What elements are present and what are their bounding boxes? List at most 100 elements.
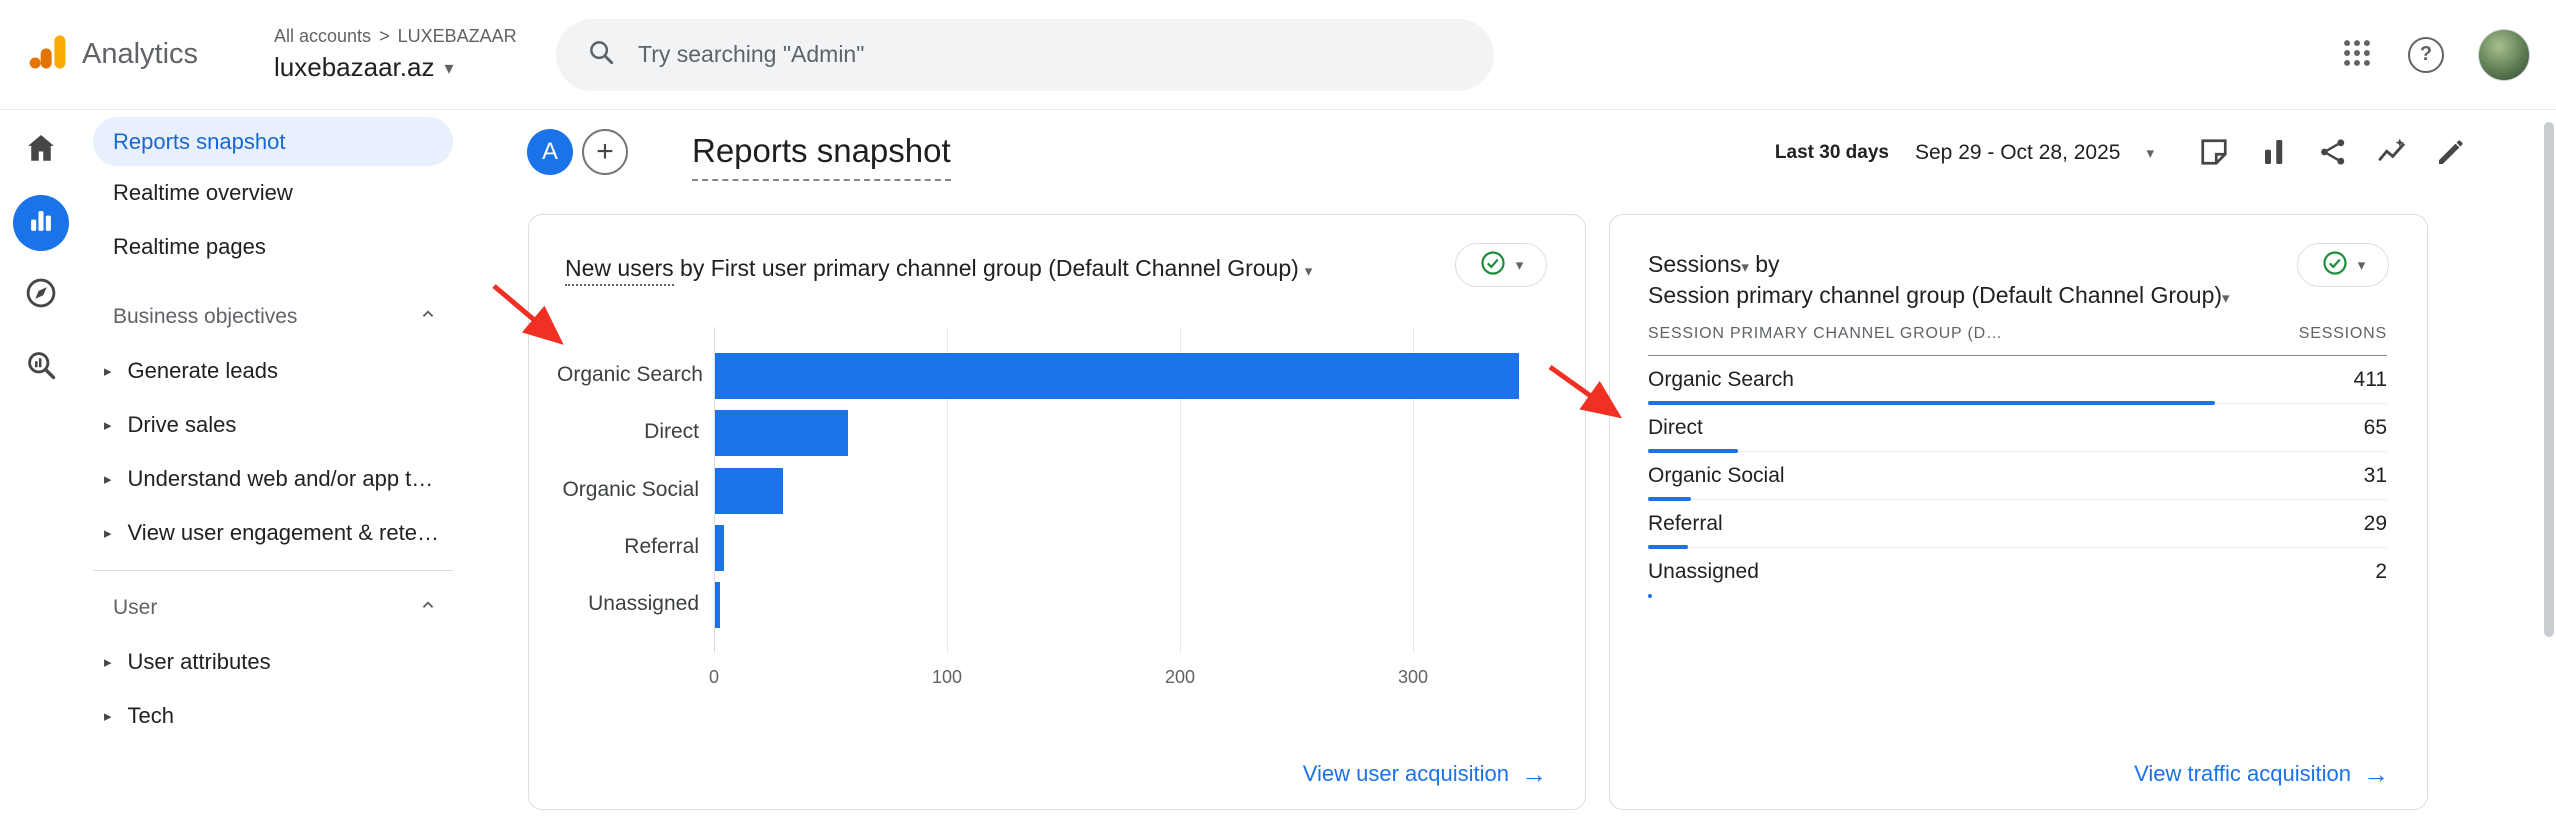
user-avatar[interactable] <box>2478 28 2530 81</box>
sidebar-item-realtime-pages[interactable]: Realtime pages <box>113 234 266 259</box>
comparisons-icon <box>2256 134 2292 173</box>
dimension-selector[interactable]: Session primary channel group (Default C… <box>1648 282 2223 308</box>
date-range-label: Last 30 days <box>1774 142 1889 163</box>
caret-down-icon[interactable]: ▾ <box>2146 144 2154 162</box>
new-users-card-title: New users by First user primary channel … <box>565 255 1312 286</box>
chart-gridline <box>1413 327 1414 653</box>
view-traffic-acquisition-link[interactable]: View traffic acquisition → <box>2134 759 2389 789</box>
edit-button[interactable] <box>2434 135 2468 172</box>
rail-home-button[interactable] <box>13 122 69 178</box>
chart-bar <box>715 468 783 514</box>
row-label: Referral <box>1648 511 1723 535</box>
sidebar-item-understand-web-app[interactable]: ▸ Understand web and/or app t… <box>104 466 434 491</box>
sidebar-item-reports-snapshot[interactable]: Reports snapshot <box>93 117 453 166</box>
help-icon: ? <box>2408 36 2444 73</box>
date-range-value[interactable]: Sep 29 - Oct 28, 2025 <box>1915 141 2121 164</box>
scrollbar-thumb[interactable] <box>2544 122 2554 637</box>
arrow-right-icon: → <box>2363 759 2389 789</box>
view-user-acquisition-link[interactable]: View user acquisition → <box>1302 759 1547 789</box>
metric-selector[interactable]: New users <box>565 255 674 286</box>
row-bar <box>1648 497 1691 501</box>
main-content: A + Reports snapshot Last 30 days Sep 29… <box>505 110 2556 824</box>
row-value: 411 <box>2353 367 2387 391</box>
app-name: Analytics <box>82 38 199 70</box>
row-label: Unassigned <box>1648 560 1759 583</box>
sidebar: Reports snapshot Realtime overview Realt… <box>82 110 505 824</box>
search-input[interactable] <box>638 41 1464 68</box>
sidebar-item-user-attributes[interactable]: ▸ User attributes <box>104 649 271 674</box>
apps-grid-button[interactable] <box>2340 36 2374 73</box>
analytics-logo[interactable]: Analytics <box>0 30 274 79</box>
caret-down-icon: ▾ <box>2222 290 2230 307</box>
table-row: Direct 65 <box>1648 404 2387 453</box>
share-button[interactable] <box>2316 135 2350 172</box>
analytics-logo-icon <box>26 30 70 79</box>
expand-arrow-icon: ▸ <box>104 708 112 725</box>
sidebar-item-tech[interactable]: ▸ Tech <box>104 703 175 728</box>
sidebar-item-drive-sales[interactable]: ▸ Drive sales <box>104 412 237 437</box>
help-button[interactable]: ? <box>2408 36 2444 73</box>
rail-advertising-button[interactable] <box>13 339 69 395</box>
row-label: Organic Social <box>1648 463 1785 487</box>
row-label: Direct <box>1648 415 1703 439</box>
account-selector[interactable]: All accounts > LUXEBAZAAR luxebazaar.az … <box>274 26 526 83</box>
insights-button[interactable] <box>2374 134 2410 173</box>
rail-reports-button[interactable] <box>13 195 69 251</box>
chart-bar <box>715 353 1519 399</box>
table-row: Organic Search 411 <box>1648 356 2387 405</box>
sidebar-divider <box>93 570 453 571</box>
page-title[interactable]: Reports snapshot <box>692 132 951 181</box>
explore-icon <box>23 275 59 316</box>
chart-status-button[interactable]: ▾ <box>1455 243 1547 287</box>
row-value: 65 <box>2363 415 2387 439</box>
notes-button[interactable] <box>2196 134 2232 173</box>
sessions-card-title: Sessions▾ by Session primary channel gro… <box>1648 251 2230 308</box>
row-bar <box>1648 401 2216 405</box>
dimension-selector[interactable]: First user primary channel group (Defaul… <box>710 255 1299 281</box>
account-name[interactable]: luxebazaar.az <box>274 52 435 82</box>
check-circle-icon <box>1479 249 1507 282</box>
x-axis-tick: 100 <box>931 667 963 687</box>
rail-explore-button[interactable] <box>13 267 69 323</box>
metric-selector[interactable]: Sessions <box>1648 251 1742 277</box>
comparisons-button[interactable] <box>2256 134 2292 173</box>
table-header-metric[interactable]: SESSIONS <box>2298 325 2387 342</box>
home-icon <box>23 130 59 171</box>
sidebar-item-view-user-engagement[interactable]: ▸ View user engagement & rete… <box>104 520 439 545</box>
chart-gridline <box>1180 327 1181 653</box>
chart-gridline <box>714 327 715 653</box>
row-value: 31 <box>2363 463 2387 487</box>
row-bar <box>1648 449 1738 453</box>
section-user[interactable]: User <box>82 581 505 635</box>
chart-category-label: Referral <box>624 535 699 558</box>
plus-icon: + <box>596 135 614 168</box>
expand-arrow-icon: ▸ <box>104 654 112 671</box>
search-bar[interactable] <box>556 18 1494 91</box>
caret-down-icon: ▾ <box>2357 256 2366 274</box>
table-row: Referral 29 <box>1648 500 2387 549</box>
note-icon <box>2196 134 2232 173</box>
x-axis-tick: 300 <box>1397 667 1429 687</box>
breadcrumb-all-accounts[interactable]: All accounts <box>274 26 372 46</box>
chart-bar <box>715 582 720 628</box>
insights-icon <box>2374 134 2410 173</box>
comparison-chip[interactable]: A <box>527 129 573 175</box>
sidebar-item-realtime-overview[interactable]: Realtime overview <box>113 180 293 205</box>
caret-down-icon: ▾ <box>1741 259 1749 276</box>
expand-arrow-icon: ▸ <box>104 363 112 380</box>
sidebar-item-generate-leads[interactable]: ▸ Generate leads <box>104 358 278 383</box>
section-business-objectives[interactable]: Business objectives <box>82 290 505 344</box>
caret-down-icon: ▾ <box>1515 256 1524 274</box>
chart-status-button[interactable]: ▾ <box>2297 243 2389 287</box>
sessions-card: Sessions▾ by Session primary channel gro… <box>1609 214 2428 810</box>
row-label: Organic Search <box>1648 367 1794 391</box>
breadcrumb-account[interactable]: LUXEBAZAAR <box>397 26 517 46</box>
chevron-up-icon <box>417 594 439 622</box>
chevron-up-icon <box>417 303 439 331</box>
row-value: 2 <box>2375 560 2387 583</box>
x-axis-tick: 0 <box>708 667 720 687</box>
add-comparison-button[interactable]: + <box>582 129 628 175</box>
table-header-dimension[interactable]: SESSION PRIMARY CHANNEL GROUP (D… <box>1648 325 2003 342</box>
share-icon <box>2316 135 2350 172</box>
